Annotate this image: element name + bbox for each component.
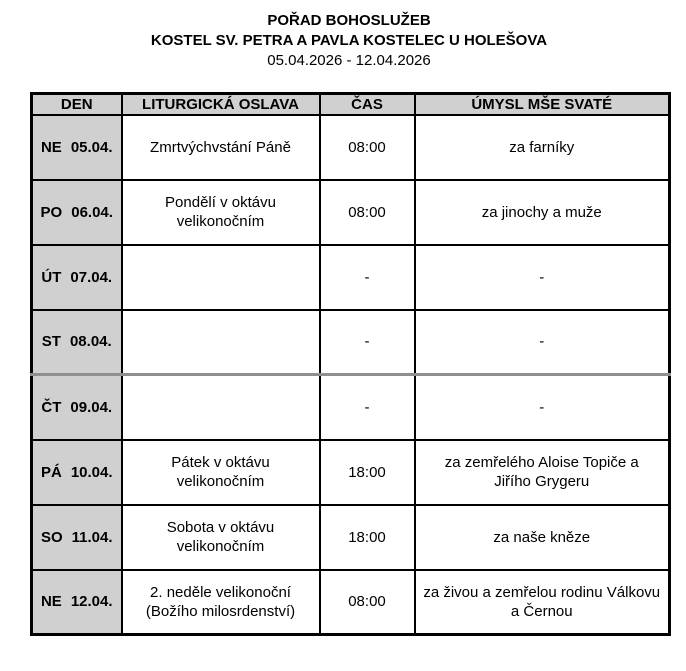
schedule-table: DEN LITURGICKÁ OSLAVA ČAS ÚMYSL MŠE SVAT… (30, 92, 671, 636)
table-row: NE 05.04. Zmrtvýchvstání Páně 08:00 za fa… (30, 113, 671, 181)
intention-cell: - (413, 243, 671, 311)
table-row: ČT 09.04. - - (30, 373, 671, 441)
celebration-cell (120, 243, 321, 311)
day-cell: NE 12.04. (30, 568, 123, 636)
day-date: 08.04. (69, 333, 112, 351)
day-abbr: PO (40, 203, 63, 221)
day-cell: PÁ 10.04. (30, 438, 123, 506)
day-abbr: ÚT (41, 268, 62, 286)
time-cell: 08:00 (318, 568, 416, 636)
time-cell: - (318, 243, 416, 311)
intention-cell: za naše kněze (413, 503, 671, 571)
day-abbr: ČT (41, 398, 62, 416)
table-row: SO 11.04. Sobota v oktávu velikonočním 18… (30, 503, 671, 571)
day-cell: ČT 09.04. (30, 373, 123, 441)
day-date: 12.04. (70, 593, 113, 611)
page-title: POŘAD BOHOSLUŽEB (267, 12, 431, 29)
day-date: 06.04. (71, 203, 113, 221)
time-cell: 08:00 (318, 178, 416, 246)
intention-cell: - (413, 308, 671, 376)
day-cell: SO 11.04. (30, 503, 123, 571)
day-date: 10.04. (70, 463, 113, 481)
table-row: PÁ 10.04. Pátek v oktávu velikonočním 18:… (30, 438, 671, 506)
celebration-cell: Sobota v oktávu velikonočním (120, 503, 321, 571)
table-row: ÚT 07.04. - - (30, 243, 671, 311)
intention-cell: za zemřelého Aloise Topiče a Jiřího Gryg… (413, 438, 671, 506)
page-subtitle: KOSTEL SV. PETRA A PAVLA KOSTELEC U HOLE… (150, 32, 548, 49)
column-header-umysl-mse-svate: ÚMYSL MŠE SVATÉ (413, 92, 671, 116)
celebration-cell (120, 308, 321, 376)
intention-cell: za farníky (413, 113, 671, 181)
day-abbr: PÁ (40, 463, 62, 481)
intention-cell: za jinochy a muže (413, 178, 671, 246)
time-cell: 08:00 (318, 113, 416, 181)
column-header-den: DEN (30, 92, 123, 116)
table-row: PO 06.04. Pondělí v oktávu velikonočním 0… (30, 178, 671, 246)
day-date: 07.04. (70, 268, 113, 286)
day-date: 05.04. (70, 138, 113, 156)
intention-cell: - (413, 373, 671, 441)
day-abbr: ST (41, 333, 61, 351)
intention-cell: za živou a zemřelou rodinu Válkovu a Čer… (413, 568, 671, 636)
day-cell: PO 06.04. (30, 178, 123, 246)
time-cell: 18:00 (318, 438, 416, 506)
table-row: NE 12.04. 2. neděle velikonoční (Božího m… (30, 568, 671, 636)
day-abbr: NE (40, 593, 62, 611)
day-date: 09.04. (70, 398, 113, 416)
column-header-liturgicka-oslava: LITURGICKÁ OSLAVA (120, 92, 321, 116)
time-cell: - (318, 373, 416, 441)
celebration-cell (120, 373, 321, 441)
celebration-cell: Pondělí v oktávu velikonočním (120, 178, 321, 246)
date-range: 05.04.2026 - 12.04.2026 (267, 52, 431, 69)
day-date: 11.04. (71, 528, 113, 546)
day-cell: ST 08.04. (30, 308, 123, 376)
document-header: POŘAD BOHOSLUŽEB KOSTEL SV. PETRA A PAVL… (30, 11, 668, 71)
day-cell: ÚT 07.04. (30, 243, 123, 311)
celebration-cell: Pátek v oktávu velikonočním (120, 438, 321, 506)
column-header-cas: ČAS (318, 92, 416, 116)
table-row: ST 08.04. - - (30, 308, 671, 376)
day-abbr: SO (40, 528, 63, 546)
day-abbr: NE (40, 138, 62, 156)
celebration-cell: Zmrtvýchvstání Páně (120, 113, 321, 181)
day-cell: NE 05.04. (30, 113, 123, 181)
celebration-cell: 2. neděle velikonoční (Božího milosrdens… (120, 568, 321, 636)
time-cell: 18:00 (318, 503, 416, 571)
header-row: DEN LITURGICKÁ OSLAVA ČAS ÚMYSL MŠE SVAT… (30, 92, 671, 116)
time-cell: - (318, 308, 416, 376)
